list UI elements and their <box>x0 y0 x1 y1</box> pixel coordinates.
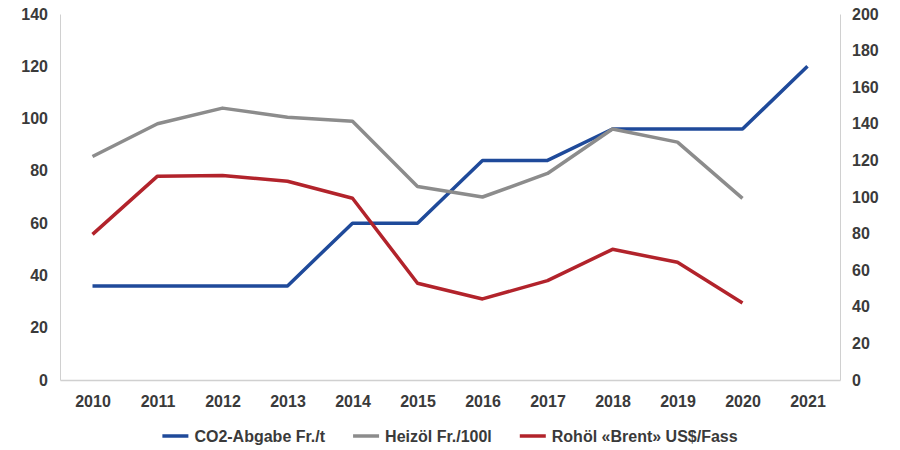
legend-label: Rohöl «Brent» US$/Fass <box>552 428 738 445</box>
tick: 2017 <box>530 380 566 410</box>
tick-label: 100 <box>852 189 879 206</box>
tick-label: 80 <box>30 162 48 179</box>
chart: 0 20 40 60 80 100 120 140 0 20 40 60 80 100 120 140 160 1… <box>0 0 900 450</box>
series-line <box>93 108 743 198</box>
tick: 2019 <box>660 380 696 410</box>
tick-label: 200 <box>852 6 879 23</box>
tick: 40 <box>840 298 870 315</box>
tick-label: 60 <box>852 262 870 279</box>
y-axis: 0 20 40 60 80 100 120 140 <box>21 6 60 389</box>
tick-label: 2012 <box>205 393 241 410</box>
legend-label: CO2-Abgabe Fr./t <box>194 428 325 445</box>
legend-item: Heizöl Fr./100l <box>353 428 492 445</box>
tick-label: 20 <box>852 335 870 352</box>
tick-label: 160 <box>852 79 879 96</box>
tick: 100 <box>840 189 879 206</box>
tick: 100 <box>21 110 60 127</box>
tick-label: 2016 <box>465 393 501 410</box>
tick: 2021 <box>790 380 826 410</box>
tick: 80 <box>30 162 60 179</box>
tick: 20 <box>30 319 60 336</box>
tick: 140 <box>840 115 879 132</box>
tick: 80 <box>840 225 870 242</box>
tick-label: 2020 <box>725 393 761 410</box>
tick: 20 <box>840 335 870 352</box>
tick-label: 20 <box>30 319 48 336</box>
tick-label: 40 <box>852 298 870 315</box>
tick: 180 <box>840 42 879 59</box>
tick: 160 <box>840 79 879 96</box>
legend-swatch <box>520 434 546 438</box>
tick-label: 100 <box>21 110 48 127</box>
y-axis-line <box>60 15 61 381</box>
tick: 2020 <box>725 380 761 410</box>
tick: 2018 <box>595 380 631 410</box>
tick-label: 60 <box>30 215 48 232</box>
tick-label: 140 <box>21 6 48 23</box>
tick: 0 <box>39 372 60 389</box>
tick-label: 2019 <box>660 393 696 410</box>
tick: 60 <box>840 262 870 279</box>
tick: 200 <box>840 6 879 23</box>
tick: 0 <box>840 372 861 389</box>
x-axis: 2010 2011 2012 2013 2014 2015 2016 2017 2018 2019… <box>61 380 841 410</box>
tick-label: 80 <box>852 225 870 242</box>
legend-item: Rohöl «Brent» US$/Fass <box>520 428 738 445</box>
legend: CO2-Abgabe Fr./t Heizöl Fr./100l Rohöl «Br… <box>162 428 737 445</box>
tick: 2014 <box>335 380 371 410</box>
tick-label: 40 <box>30 267 48 284</box>
tick-label: 2015 <box>400 393 436 410</box>
tick-label: 180 <box>852 42 879 59</box>
legend-swatch <box>162 434 188 438</box>
series-line <box>93 175 743 303</box>
tick: 2015 <box>400 380 436 410</box>
tick-label: 2018 <box>595 393 631 410</box>
tick: 140 <box>21 6 60 23</box>
tick-label: 2021 <box>790 393 826 410</box>
legend-swatch <box>353 434 379 438</box>
legend-label: Heizöl Fr./100l <box>385 428 492 445</box>
tick: 40 <box>30 267 60 284</box>
tick-label: 120 <box>852 152 879 169</box>
y2-axis-line <box>840 15 841 381</box>
tick: 2012 <box>205 380 241 410</box>
tick-label: 2011 <box>141 393 176 410</box>
tick: 2013 <box>270 380 306 410</box>
tick-label: 2014 <box>335 393 371 410</box>
plot-area <box>93 66 808 303</box>
y2-axis: 0 20 40 60 80 100 120 140 160 180 200 <box>840 6 879 389</box>
tick: 2010 <box>75 380 111 410</box>
tick-label: 2010 <box>75 393 111 410</box>
tick: 2011 <box>141 380 176 410</box>
tick-label: 120 <box>21 58 48 75</box>
x-axis-line <box>61 380 841 382</box>
legend-item: CO2-Abgabe Fr./t <box>162 428 325 445</box>
tick: 2016 <box>465 380 501 410</box>
tick: 120 <box>21 58 60 75</box>
tick-label: 0 <box>852 372 861 389</box>
tick-label: 0 <box>39 372 48 389</box>
tick-label: 2017 <box>530 393 566 410</box>
tick: 60 <box>30 215 60 232</box>
tick: 120 <box>840 152 879 169</box>
tick-label: 140 <box>852 115 879 132</box>
tick-label: 2013 <box>270 393 306 410</box>
